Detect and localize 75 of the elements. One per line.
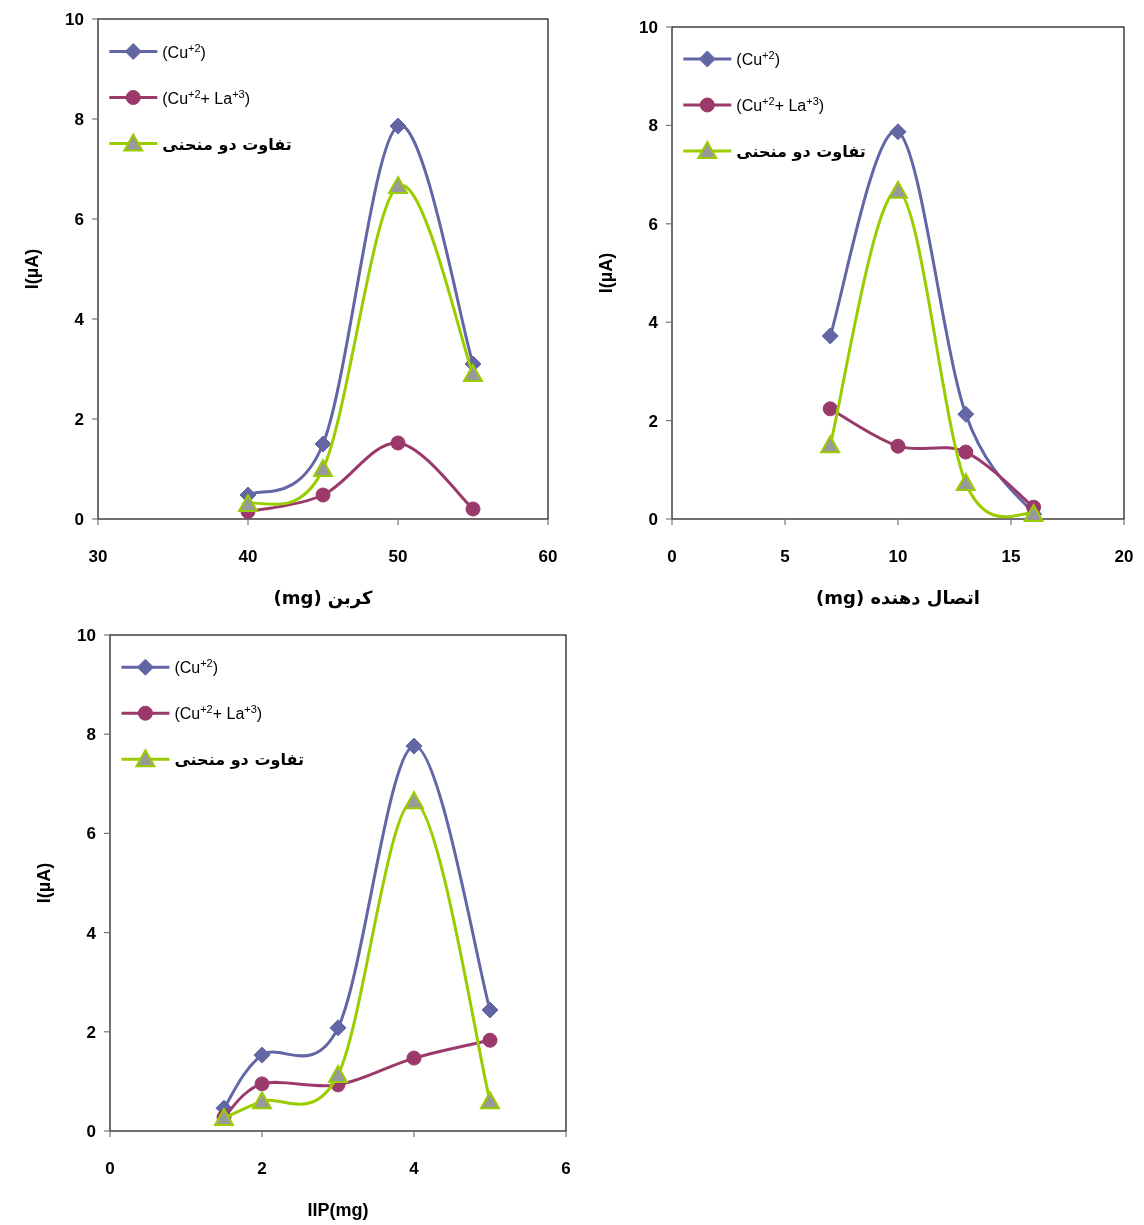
y-tick-label: 2: [74, 410, 84, 429]
point: [889, 123, 907, 141]
y-tick-label: 8: [648, 116, 658, 136]
y-tick-label: 8: [74, 110, 84, 129]
x-axis-title: کربن (mg): [273, 587, 374, 609]
legend-label: تفاوت دو منحنی: [736, 141, 866, 161]
x-tick-label: 2: [257, 1159, 267, 1178]
y-tick-label: 2: [648, 411, 658, 431]
point: [390, 435, 406, 451]
point: [254, 1076, 270, 1092]
x-tick-label: 15: [1001, 547, 1021, 566]
point: [482, 1032, 498, 1048]
y-axis-title: I(µA): [34, 862, 54, 904]
point: [253, 1046, 271, 1064]
legend-label: (Cu$^{+2}$): [736, 48, 780, 68]
legend-label: (Cu$^{+2}$+ La$^{+3}$): [162, 87, 251, 107]
x-tick-label: 5: [780, 547, 790, 566]
point: [465, 501, 481, 517]
x-tick-label: 0: [105, 1159, 115, 1178]
point: [955, 473, 976, 492]
point: [888, 180, 908, 199]
x-tick-label: 0: [667, 547, 677, 566]
point: [957, 405, 975, 423]
point: [821, 327, 839, 345]
point: [238, 494, 258, 512]
point: [480, 1091, 500, 1110]
point: [406, 1050, 422, 1066]
y-tick-label: 4: [86, 923, 97, 943]
y-tick-label: 10: [639, 18, 658, 37]
legend-label: (Cu$^{+2}$): [162, 41, 206, 61]
y-axis-title: I(µA): [22, 248, 42, 290]
x-tick-label: 20: [1114, 547, 1134, 566]
point: [315, 487, 331, 503]
point: [329, 1019, 347, 1037]
point: [405, 737, 423, 755]
point: [389, 117, 407, 135]
point: [313, 459, 333, 477]
y-tick-label: 0: [74, 510, 84, 529]
x-tick-label: 4: [409, 1159, 420, 1178]
y-tick-label: 0: [648, 510, 658, 529]
point: [822, 401, 838, 417]
y-tick-label: 4: [74, 310, 85, 329]
y-tick-label: 2: [86, 1022, 96, 1042]
y-tick-label: 6: [648, 214, 658, 234]
x-tick-label: 40: [238, 547, 258, 566]
x-axis-title: IIP(mg): [307, 1200, 369, 1220]
y-tick-label: 6: [74, 210, 84, 229]
y-tick-label: 8: [86, 725, 96, 745]
point: [820, 435, 841, 454]
x-tick-label: 6: [561, 1159, 571, 1178]
point: [481, 1001, 499, 1019]
x-tick-label: 50: [388, 547, 408, 566]
point: [388, 176, 408, 194]
y-axis-title: I(µA): [596, 252, 616, 294]
legend-label: (Cu$^{+2}$+ La$^{+3}$): [174, 703, 263, 723]
legend-label: تفاوت دو منحنی: [162, 134, 292, 154]
point: [252, 1091, 272, 1110]
x-tick-label: 30: [88, 547, 108, 566]
y-tick-label: 4: [648, 313, 659, 333]
x-tick-label: 10: [888, 547, 908, 566]
point: [890, 438, 906, 454]
point: [314, 435, 332, 453]
legend-label: تفاوت دو منحنی: [174, 750, 304, 770]
y-tick-label: 6: [86, 824, 96, 844]
point: [958, 444, 974, 460]
y-tick-label: 10: [65, 10, 84, 29]
point: [463, 364, 483, 382]
y-tick-label: 10: [77, 626, 96, 645]
legend-label: (Cu$^{+2}$): [174, 657, 219, 677]
point: [404, 791, 424, 810]
x-tick-label: 60: [538, 547, 558, 566]
x-axis-title: اتصال دهنده (mg): [816, 587, 980, 608]
y-tick-label: 0: [86, 1122, 96, 1141]
legend-label: (Cu$^{+2}$+ La$^{+3}$): [736, 94, 825, 114]
point: [328, 1064, 348, 1083]
